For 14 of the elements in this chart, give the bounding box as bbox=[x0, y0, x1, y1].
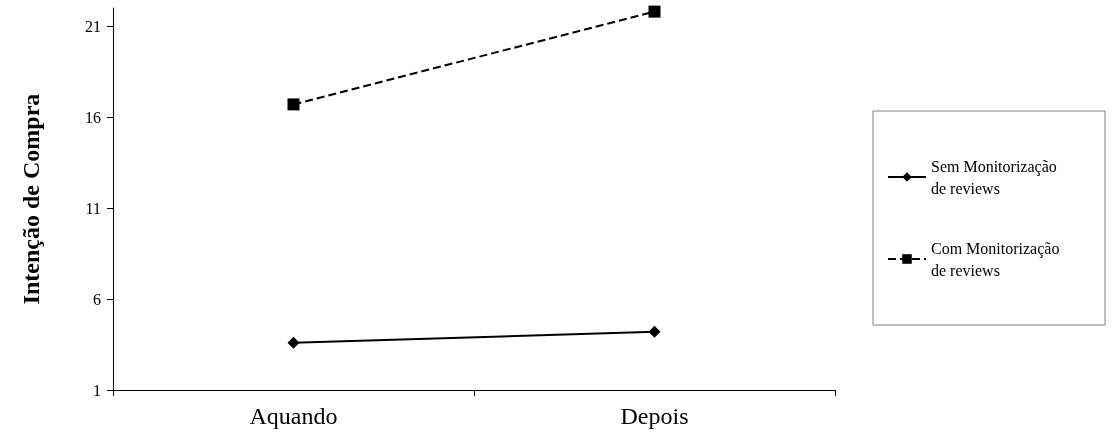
x-tick-label: Depois bbox=[620, 403, 689, 429]
point bbox=[287, 98, 300, 111]
legend-label: Com Monitorização de reviews bbox=[931, 239, 1064, 279]
y-tick-label: 6 bbox=[93, 290, 101, 308]
y-tick-label: 21 bbox=[85, 17, 101, 35]
y-tick-label: 1 bbox=[93, 381, 101, 399]
legend-label: Sem Monitorização de reviews bbox=[931, 157, 1061, 197]
y-tick-label: 11 bbox=[85, 199, 101, 217]
point bbox=[648, 5, 661, 18]
y-axis-title: Intenção de Compra bbox=[18, 93, 44, 305]
y-tick-label: 16 bbox=[85, 108, 101, 126]
point bbox=[648, 325, 661, 338]
point bbox=[287, 336, 300, 349]
x-tick-label: Aquando bbox=[249, 403, 338, 429]
